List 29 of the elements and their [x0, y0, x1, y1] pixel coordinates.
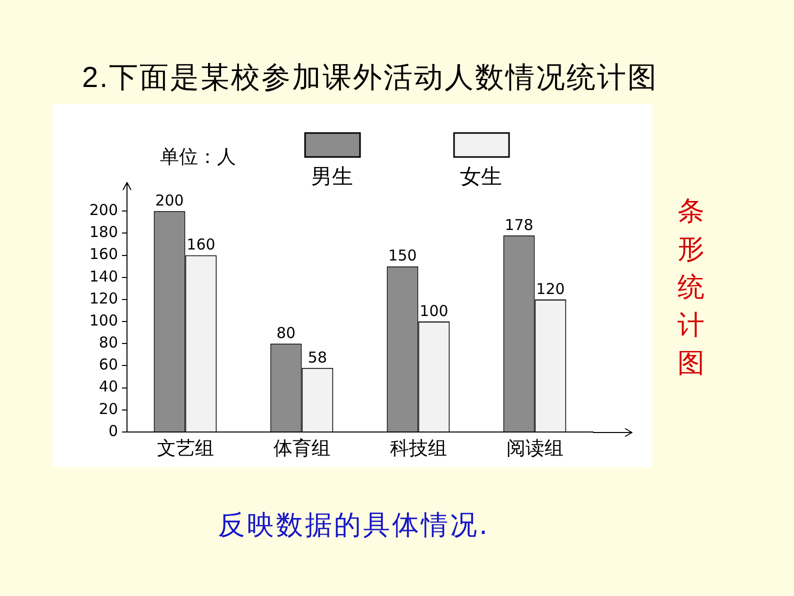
x-tick-label: 文艺组: [156, 437, 214, 460]
data-label: 58: [308, 348, 328, 366]
y-tick-label: 0: [108, 422, 118, 440]
chart-title: 2.下面是某校参加课外活动人数情况统计图: [82, 61, 658, 96]
y-tick-label: 180: [89, 223, 118, 242]
x-tick-label: 阅读组: [506, 437, 564, 460]
text: 反映数据的具体情况.: [218, 509, 490, 543]
y-tick-label: 80: [98, 334, 118, 352]
data-label: 100: [420, 302, 448, 320]
y-tick-label: 60: [98, 356, 118, 374]
x-tick-label: 科技组: [390, 437, 447, 460]
data-label: 160: [186, 236, 216, 254]
x-tick-label: 体育组: [273, 437, 330, 460]
y-tick-label: 160: [89, 245, 118, 264]
legend-label: 女生: [460, 164, 502, 188]
y-tick-label: 200: [89, 200, 118, 219]
data-label: 120: [536, 280, 565, 298]
y-axis-title: 单位：人: [160, 146, 236, 168]
data-label: 200: [155, 191, 184, 210]
y-tick-label: 40: [98, 378, 118, 396]
y-tick-label: 120: [89, 289, 118, 308]
data-label: 150: [388, 246, 417, 265]
data-label: 178: [504, 216, 534, 234]
legend-label: 男生: [311, 164, 354, 188]
y-tick-label: 20: [98, 400, 118, 418]
data-label: 80: [276, 324, 296, 342]
text: 条形统计图: [677, 195, 705, 381]
y-tick-label: 100: [89, 311, 118, 330]
y-tick-label: 140: [89, 267, 118, 286]
